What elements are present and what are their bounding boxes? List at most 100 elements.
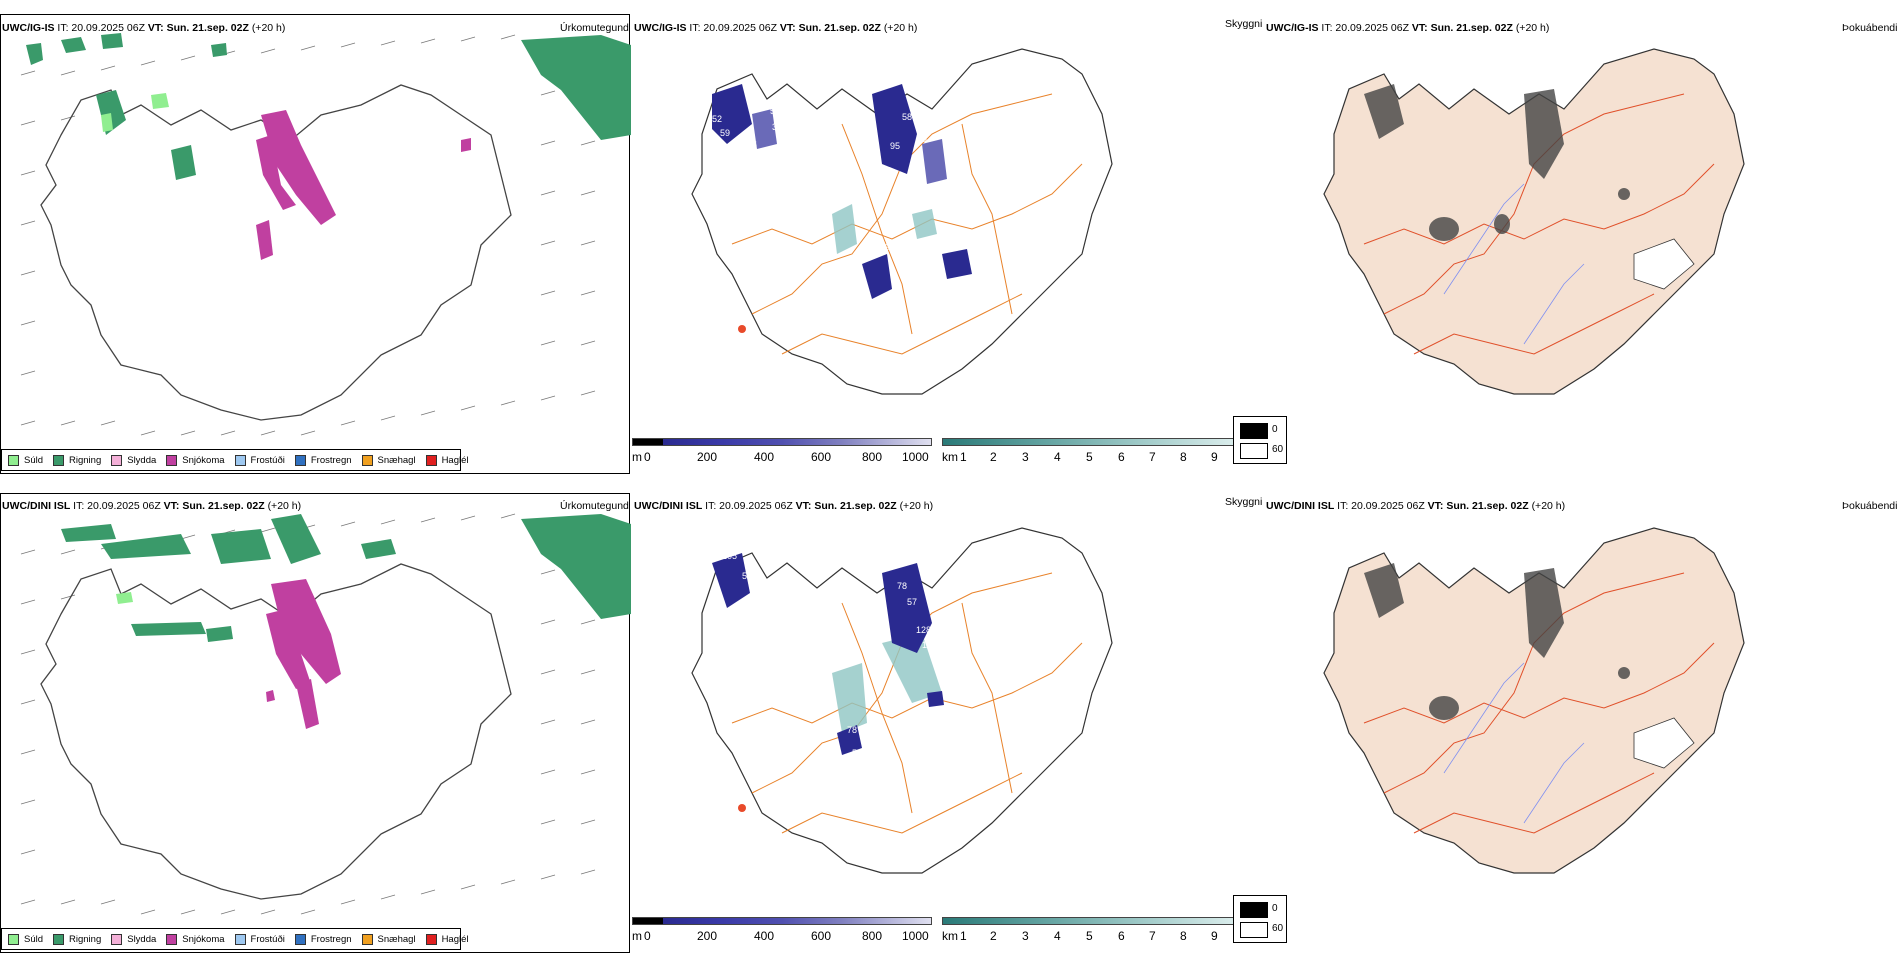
- map-label: 79: [880, 242, 890, 252]
- legend-label: Súld: [24, 933, 44, 945]
- vis-gradient: [942, 917, 1257, 925]
- tick: 600: [811, 929, 832, 943]
- panel-title-top-vis: UWC/IG-IS IT: 20.09.2025 06Z VT: Sun. 21…: [634, 22, 917, 34]
- tick: 9: [1211, 450, 1218, 464]
- legend-item-rigning: Rigning: [53, 933, 101, 945]
- precip-type-legend-top: Súld Rigning Slydda Snjókoma Frostúði Fr…: [1, 449, 469, 471]
- panel-type-vis-bottom: Skyggni: [1225, 496, 1263, 508]
- vis-unit: km: [942, 929, 958, 943]
- fog-max-label: 0: [1272, 424, 1278, 435]
- legend-label: Haglél: [441, 454, 469, 466]
- visibility-map-bottom: 105 59 57 78 67 128 160 53 78: [691, 527, 1113, 874]
- visibility-colorbar-bottom: km 1 2 3 4 5 6 7 8 9 10: [942, 915, 1262, 951]
- run-time: IT: 20.09.2025 06Z: [57, 22, 145, 34]
- legend-item-slydda: Slydda: [111, 454, 156, 466]
- tick: 9: [1211, 929, 1218, 943]
- vis-gradient: [942, 438, 1257, 446]
- iceland-outline-bottom-precip: [40, 563, 512, 900]
- legend-label: Frostúði: [250, 454, 285, 466]
- fog-map-bottom: [1323, 527, 1745, 874]
- tick: 400: [754, 929, 775, 943]
- legend-swatch: [425, 933, 437, 945]
- legend-item-frostregn: Frostregn: [294, 933, 352, 945]
- legend-label: Snæhagl: [377, 933, 416, 945]
- tick: 6: [1118, 450, 1125, 464]
- model-name: UWC/DINI ISL: [2, 500, 71, 512]
- fog-min-label: 60: [1272, 923, 1284, 934]
- tick: 1: [960, 450, 967, 464]
- visibility-panel-top: 56 52 59 32 75 70 58 39 95 66 152 79 180…: [632, 14, 1262, 474]
- fog-map-top: [1323, 48, 1745, 395]
- legend-swatch: [425, 454, 437, 466]
- model-name: UWC/IG-IS: [634, 22, 687, 34]
- model-name: UWC/DINI ISL: [634, 500, 703, 512]
- map-label: 59: [720, 128, 730, 138]
- tick: 8: [1180, 929, 1187, 943]
- fog-min-label: 60: [1272, 444, 1284, 455]
- tick: 800: [862, 929, 883, 943]
- legend-item-slydda: Slydda: [111, 933, 156, 945]
- legend-label: Frostúði: [250, 933, 285, 945]
- map-label: 53: [852, 748, 862, 758]
- tick: 200: [697, 450, 718, 464]
- legend-label: Súld: [24, 454, 44, 466]
- map-label: 39: [917, 134, 927, 144]
- legend-item-frostudi: Frostúði: [234, 454, 285, 466]
- valid-time: Sun. 21.sep. 02Z: [814, 500, 897, 512]
- run-time: IT: 20.09.2025 06Z: [1321, 22, 1409, 34]
- panel-title-bottom-vis: UWC/DINI ISL IT: 20.09.2025 06Z VT: Sun.…: [634, 500, 933, 512]
- vt-prefix: VT:: [795, 500, 812, 512]
- tick: 8: [1180, 450, 1187, 464]
- iceland-outline-bottom-fog: [1323, 527, 1745, 874]
- map-label: 180: [852, 254, 867, 264]
- legend-label: Rigning: [69, 454, 102, 466]
- fog-min-swatch: [1240, 443, 1268, 459]
- lead-time: (+20 h): [267, 500, 302, 512]
- legend-swatch: [111, 454, 123, 466]
- ceiling-gradient: [632, 438, 932, 446]
- legend-item-haglel: Haglél: [425, 933, 469, 945]
- tick: 5: [1086, 929, 1093, 943]
- lead-time: (+20 h): [1531, 500, 1566, 512]
- vis-unit: km: [942, 450, 958, 464]
- map-label: 32: [772, 122, 782, 132]
- map-label: 59: [742, 571, 752, 581]
- map-label: 152: [907, 182, 922, 192]
- panel-type-fog-top: Þokuábendi: [1842, 22, 1898, 34]
- legend-swatch: [166, 933, 178, 945]
- map-label: 160: [922, 640, 937, 650]
- legend-swatch: [234, 454, 246, 466]
- legend-swatch: [294, 454, 306, 466]
- map-label: 128: [916, 625, 931, 635]
- map-label: 78: [847, 725, 857, 735]
- map-label: 70: [846, 268, 856, 278]
- valid-time: Sun. 21.sep. 02Z: [1446, 500, 1529, 512]
- tick: 3: [1022, 450, 1029, 464]
- map-label: 105: [722, 551, 737, 561]
- tick: 3: [1022, 929, 1029, 943]
- legend-item-snjokoma: Snjókoma: [166, 454, 225, 466]
- tick: 1000: [902, 450, 929, 464]
- map-label: 95: [890, 141, 900, 151]
- map-label: 78: [897, 581, 907, 591]
- legend-item-haglel: Haglél: [425, 454, 469, 466]
- legend-swatch: [53, 933, 65, 945]
- legend-swatch: [53, 454, 65, 466]
- legend-item-snaehagl: Snæhagl: [361, 933, 416, 945]
- legend-item-frostregn: Frostregn: [294, 454, 352, 466]
- iceland-outline-top-vis: [691, 48, 1113, 395]
- valid-time: Sun. 21.sep. 02Z: [798, 22, 881, 34]
- legend-swatch: [234, 933, 246, 945]
- map-label: 70: [762, 160, 772, 170]
- precip-map-bottom: [20, 513, 631, 915]
- ceiling-unit: m: [632, 929, 642, 943]
- valid-time: Sun. 21.sep. 02Z: [1430, 22, 1513, 34]
- map-label: 67: [870, 611, 880, 621]
- tick: 4: [1054, 929, 1061, 943]
- fog-legend-top: 0 60: [1233, 416, 1287, 464]
- valid-time: Sun. 21.sep. 02Z: [166, 22, 249, 34]
- precip-type-legend-bottom: Súld Rigning Slydda Snjókoma Frostúði Fr…: [1, 928, 469, 950]
- legend-swatch: [294, 933, 306, 945]
- tick: 0: [644, 450, 651, 464]
- legend-item-sudd: Súld: [8, 454, 44, 466]
